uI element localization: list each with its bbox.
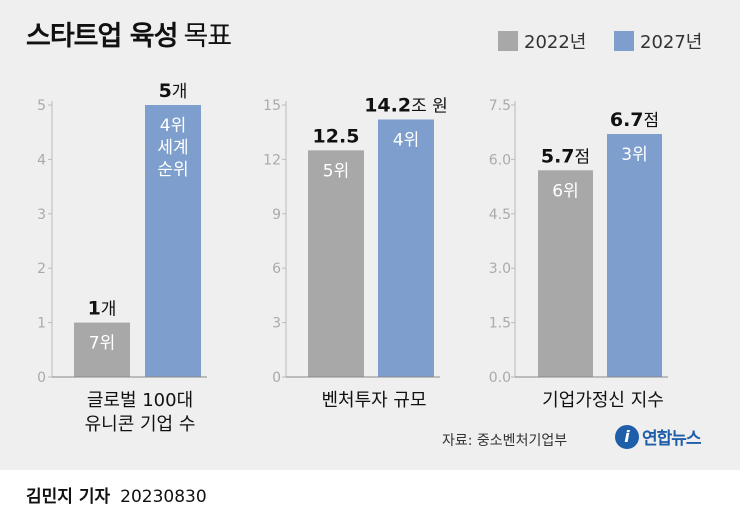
y-tick-label: 7.5 xyxy=(489,98,511,114)
bar-rank-label: 7위 xyxy=(89,334,115,354)
category-label: 벤처투자 규모 xyxy=(321,390,426,411)
legend-label-2027: 2027년 xyxy=(640,32,703,53)
bar-value-label: 12.5 xyxy=(313,125,360,147)
y-tick-label: 6.0 xyxy=(489,152,511,168)
title-rest: 목표 xyxy=(183,21,232,52)
bar-rank-label: 순위 xyxy=(157,160,188,180)
bar-2027년 xyxy=(145,105,201,377)
footer: 김민지 기자 20230830 xyxy=(26,482,207,507)
legend-swatch-2027 xyxy=(614,31,634,51)
bar-2027년 xyxy=(607,134,662,377)
chart-title: 스타트업 육성 목표 xyxy=(26,14,232,53)
title-bold: 스타트업 육성 xyxy=(26,21,178,52)
bar-value-label: 5.7점 xyxy=(541,145,590,167)
y-tick-label: 2 xyxy=(37,261,46,277)
legend-swatch-2022 xyxy=(498,31,518,51)
bar-2022년 xyxy=(74,322,130,377)
bar-rank-label: 5위 xyxy=(323,161,349,181)
bar-value-label: 1개 xyxy=(88,298,117,320)
y-tick-label: 9 xyxy=(272,207,281,223)
bar-2027년 xyxy=(378,119,434,378)
y-tick-label: 4 xyxy=(37,152,46,168)
y-tick-label: 3 xyxy=(37,207,46,223)
legend-item-2022: 2022년 xyxy=(498,28,586,54)
bar-value-label: 6.7점 xyxy=(610,109,659,131)
category-label: 기업가정신 지수 xyxy=(542,390,664,411)
bar-2022년 xyxy=(308,150,364,377)
bar-rank-label: 4위 xyxy=(160,116,186,136)
legend-item-2027: 2027년 xyxy=(614,28,702,54)
bar-rank-label: 6위 xyxy=(552,181,578,201)
y-tick-label: 12 xyxy=(263,152,281,168)
y-tick-label: 6 xyxy=(272,261,281,277)
bar-2022년 xyxy=(538,170,593,377)
bar-value-label: 14.2조 원 xyxy=(364,95,448,117)
yonhap-logo-icon: i xyxy=(615,424,639,449)
y-tick-label: 0.0 xyxy=(489,370,511,386)
bar-rank-label: 3위 xyxy=(621,145,647,165)
bar-rank-label: 4위 xyxy=(393,131,419,151)
source-note: 자료: 중소벤처기업부 xyxy=(442,433,568,449)
y-tick-label: 5 xyxy=(37,98,46,114)
y-tick-label: 0 xyxy=(272,370,281,386)
y-tick-label: 4.5 xyxy=(489,207,511,223)
y-tick-label: 3.0 xyxy=(489,261,511,277)
reporter-name: 김민지 기자 xyxy=(26,487,111,507)
yonhap-logo: i 연합뉴스 xyxy=(615,424,702,449)
yonhap-logo-text: 연합뉴스 xyxy=(642,429,702,449)
bar-rank-label: 세계 xyxy=(157,138,188,158)
y-tick-label: 0 xyxy=(37,370,46,386)
category-label: 유니콘 기업 수 xyxy=(85,414,196,435)
y-tick-label: 15 xyxy=(263,98,281,114)
y-tick-label: 1.5 xyxy=(489,316,511,332)
y-tick-label: 1 xyxy=(37,316,46,332)
y-tick-label: 3 xyxy=(272,316,281,332)
category-label: 글로벌 100대 xyxy=(87,390,193,411)
bar-value-label: 5개 xyxy=(159,80,188,102)
publish-date: 20230830 xyxy=(120,487,207,507)
legend-label-2022: 2022년 xyxy=(524,32,587,53)
